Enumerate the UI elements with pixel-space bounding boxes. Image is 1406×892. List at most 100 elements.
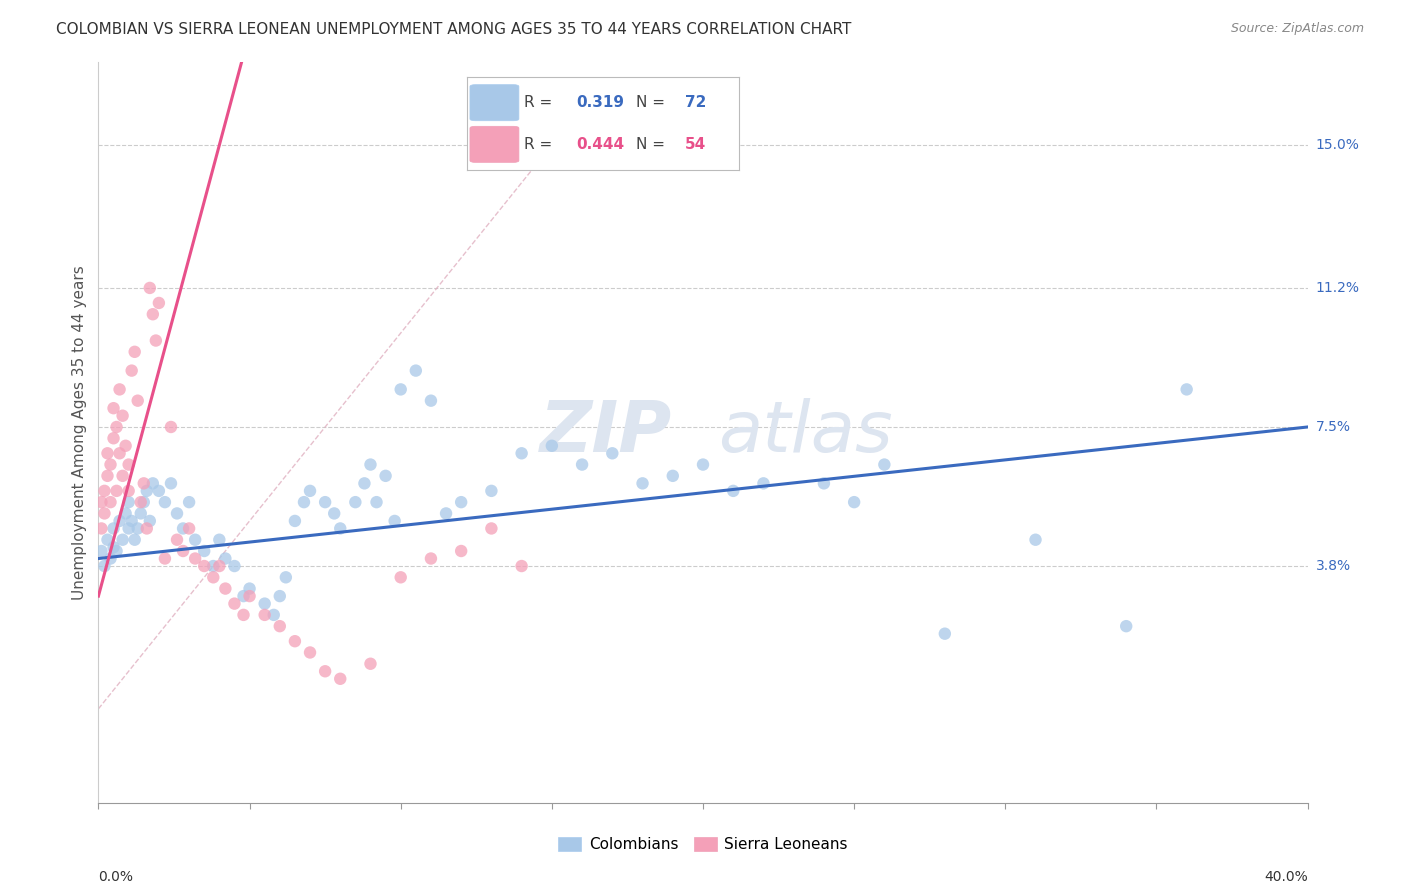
Point xyxy=(105,483,128,498)
Text: ZIP: ZIP xyxy=(540,398,672,467)
Point xyxy=(160,476,183,491)
Point xyxy=(602,446,624,460)
Point xyxy=(90,521,112,535)
Point xyxy=(692,458,714,472)
Point xyxy=(510,446,533,460)
Point xyxy=(90,495,112,509)
Point xyxy=(108,446,131,460)
Point xyxy=(96,468,118,483)
Point xyxy=(299,483,322,498)
Point xyxy=(253,607,276,622)
Point xyxy=(179,521,201,535)
Point xyxy=(179,495,201,509)
Point xyxy=(873,458,896,472)
Legend: Colombians, Sierra Leoneans: Colombians, Sierra Leoneans xyxy=(553,830,853,858)
Point xyxy=(274,570,297,584)
Point xyxy=(166,507,188,521)
Point xyxy=(450,544,472,558)
Text: 40.0%: 40.0% xyxy=(1264,871,1308,885)
Point xyxy=(314,665,336,679)
Point xyxy=(389,383,412,397)
Point xyxy=(208,533,231,547)
Point xyxy=(93,483,115,498)
Point xyxy=(148,483,170,498)
Text: 3.8%: 3.8% xyxy=(1316,559,1351,573)
Point xyxy=(135,483,157,498)
Point xyxy=(114,439,136,453)
Point xyxy=(405,363,427,377)
Point xyxy=(118,521,141,535)
Point xyxy=(723,483,745,498)
Point xyxy=(1175,383,1198,397)
Point xyxy=(90,544,112,558)
Point xyxy=(329,521,352,535)
Point xyxy=(208,559,231,574)
Point xyxy=(103,521,125,535)
Point xyxy=(284,514,307,528)
Point xyxy=(111,468,134,483)
Point xyxy=(132,476,155,491)
Point xyxy=(135,521,157,535)
Point xyxy=(172,544,194,558)
Point xyxy=(103,431,125,445)
Point xyxy=(93,507,115,521)
Point xyxy=(813,476,835,491)
Point xyxy=(239,589,262,603)
Point xyxy=(232,589,254,603)
Text: 15.0%: 15.0% xyxy=(1316,138,1360,153)
Point xyxy=(450,495,472,509)
Point xyxy=(93,559,115,574)
Point xyxy=(108,514,131,528)
Point xyxy=(184,533,207,547)
Point xyxy=(481,521,503,535)
Point xyxy=(153,495,176,509)
Point xyxy=(127,521,149,535)
Point xyxy=(1024,533,1046,547)
Point xyxy=(389,570,412,584)
Point xyxy=(142,476,165,491)
Y-axis label: Unemployment Among Ages 35 to 44 years: Unemployment Among Ages 35 to 44 years xyxy=(72,265,87,600)
Text: 11.2%: 11.2% xyxy=(1316,281,1360,295)
Point xyxy=(172,521,194,535)
Point xyxy=(108,383,131,397)
Point xyxy=(124,533,146,547)
Text: 7.5%: 7.5% xyxy=(1316,420,1351,434)
Point xyxy=(420,393,443,408)
Point xyxy=(239,582,262,596)
Point xyxy=(353,476,375,491)
Point xyxy=(202,559,225,574)
Point xyxy=(124,344,146,359)
Point xyxy=(360,657,382,671)
Point xyxy=(202,570,225,584)
Point xyxy=(299,645,322,659)
Point xyxy=(139,514,162,528)
Point xyxy=(571,458,593,472)
Point xyxy=(103,541,125,555)
Point xyxy=(384,514,406,528)
Point xyxy=(105,420,128,434)
Point xyxy=(100,458,122,472)
Point xyxy=(540,439,562,453)
Text: COLOMBIAN VS SIERRA LEONEAN UNEMPLOYMENT AMONG AGES 35 TO 44 YEARS CORRELATION C: COLOMBIAN VS SIERRA LEONEAN UNEMPLOYMENT… xyxy=(56,22,852,37)
Point xyxy=(100,495,122,509)
Point xyxy=(193,559,215,574)
Point xyxy=(360,458,382,472)
Point xyxy=(510,559,533,574)
Point xyxy=(263,607,285,622)
Point xyxy=(118,495,141,509)
Point xyxy=(166,533,188,547)
Point xyxy=(844,495,866,509)
Point xyxy=(139,281,162,295)
Point xyxy=(374,468,396,483)
Point xyxy=(118,483,141,498)
Point xyxy=(481,483,503,498)
Point xyxy=(129,507,152,521)
Point xyxy=(224,597,246,611)
Text: Source: ZipAtlas.com: Source: ZipAtlas.com xyxy=(1230,22,1364,36)
Point xyxy=(129,495,152,509)
Point xyxy=(184,551,207,566)
Point xyxy=(752,476,775,491)
Point xyxy=(111,533,134,547)
Point xyxy=(344,495,367,509)
Point xyxy=(1115,619,1137,633)
